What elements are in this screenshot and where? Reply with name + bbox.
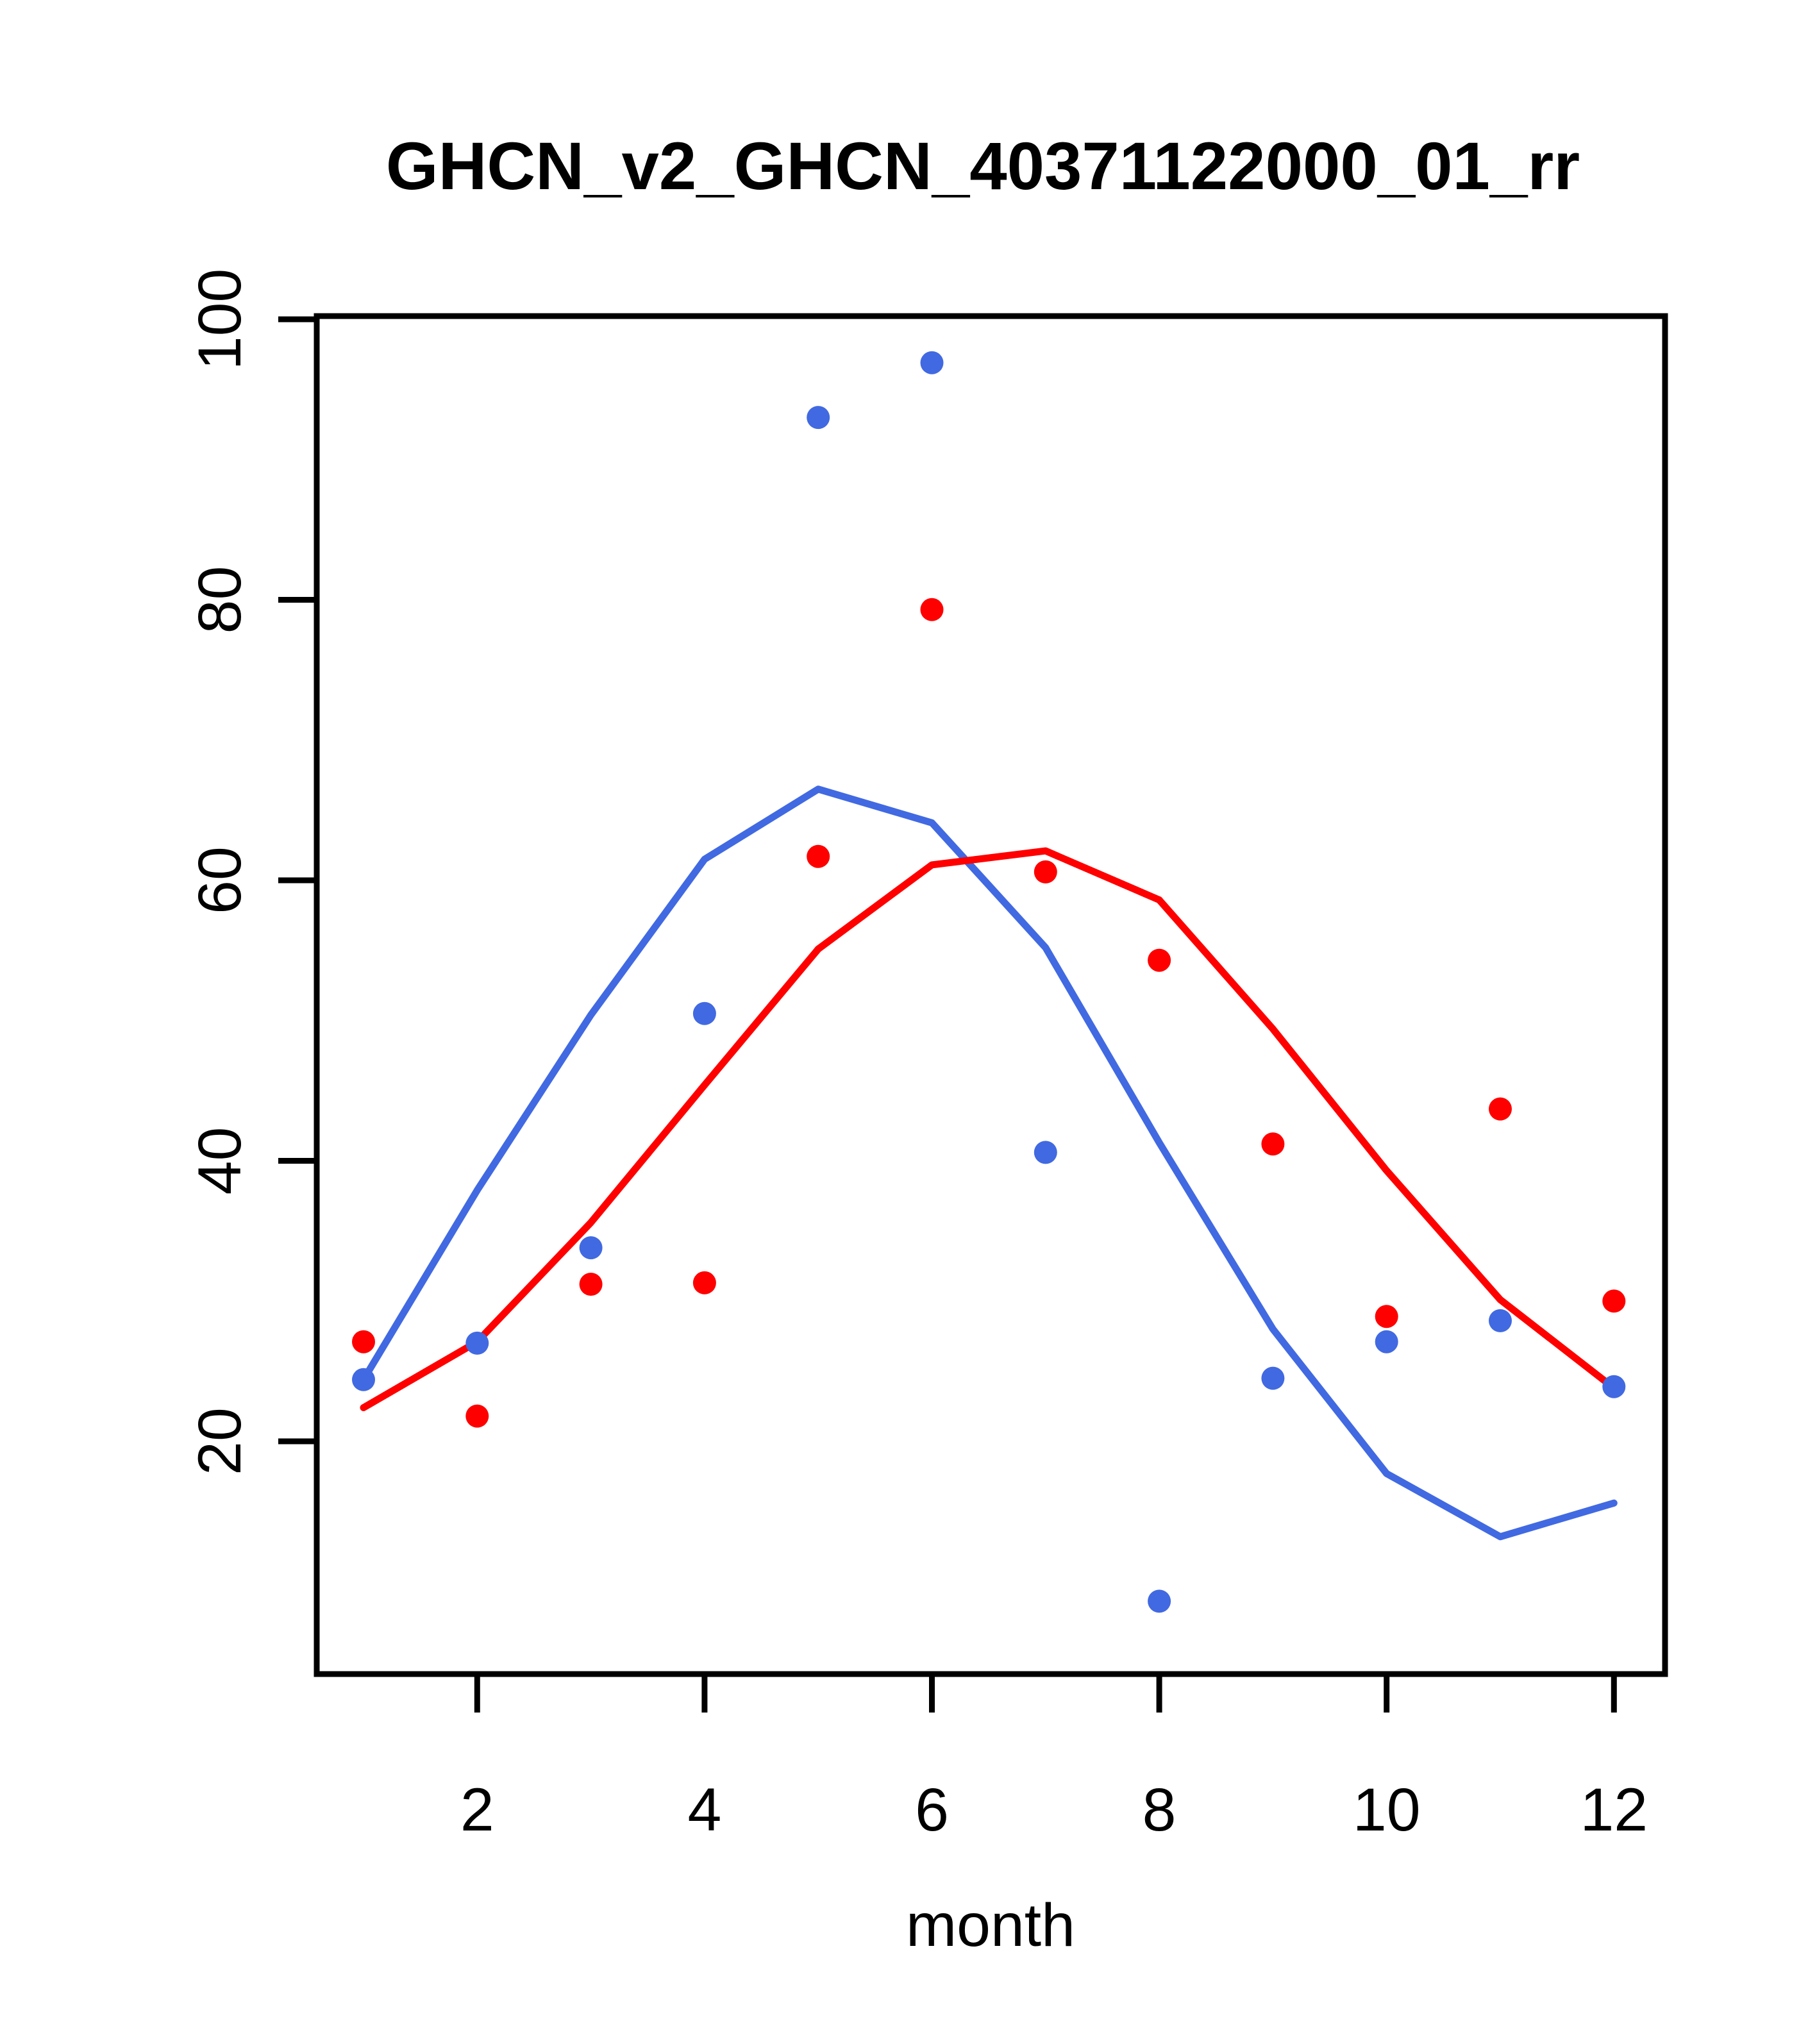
- blue-scatter-point: [807, 406, 830, 430]
- red-scatter-point: [692, 1271, 716, 1294]
- x-axis-label: month: [906, 1891, 1075, 1959]
- series-lines: [360, 785, 1618, 1541]
- blue-scatter-point: [1602, 1375, 1626, 1398]
- plot-border: [314, 313, 1668, 1677]
- x-axis-ticks: [474, 1674, 1617, 1713]
- y-tick-label: 20: [186, 1407, 254, 1475]
- series-points: [352, 351, 1626, 1613]
- y-tick-label: 60: [186, 846, 254, 914]
- red-scatter-point: [1261, 1132, 1285, 1156]
- red-scatter-point: [465, 1404, 489, 1428]
- blue-line: [360, 785, 1618, 1541]
- x-tick-label: 6: [915, 1776, 949, 1844]
- red-line: [360, 847, 1618, 1411]
- red-scatter-point: [920, 598, 944, 621]
- red-scatter-point: [1034, 860, 1057, 884]
- blue-scatter-point: [1375, 1330, 1398, 1353]
- y-tick-label: 40: [186, 1127, 254, 1195]
- blue-scatter-point: [465, 1331, 489, 1355]
- chart-title: GHCN_v2_GHCN_40371122000_01_rr: [386, 129, 1580, 204]
- blue-scatter-point: [1489, 1309, 1512, 1332]
- y-axis-tick-labels: 20 40 60 80 100: [186, 269, 254, 1475]
- red-scatter-point: [1375, 1305, 1398, 1328]
- x-tick-label: 4: [687, 1776, 721, 1844]
- blue-scatter-point: [1034, 1141, 1057, 1164]
- y-tick-label: 100: [186, 269, 254, 371]
- red-scatter-point: [1148, 948, 1171, 972]
- y-axis-ticks: [278, 316, 317, 1445]
- x-tick-label: 12: [1580, 1776, 1648, 1844]
- y-tick-label: 80: [186, 566, 254, 634]
- red-scatter-point: [807, 844, 830, 868]
- blue-scatter-point: [352, 1368, 375, 1391]
- red-scatter-point: [352, 1330, 375, 1353]
- blue-scatter-point: [1261, 1366, 1285, 1390]
- x-axis-tick-labels: 2 4 6 8 10 12: [460, 1776, 1648, 1844]
- blue-scatter-point: [692, 1001, 716, 1025]
- red-scatter-point: [1489, 1097, 1512, 1121]
- x-tick-label: 10: [1353, 1776, 1421, 1844]
- red-scatter-point: [1602, 1289, 1626, 1313]
- red-scatter-point: [579, 1273, 603, 1296]
- blue-scatter-point: [1148, 1589, 1171, 1613]
- blue-scatter-point: [579, 1236, 603, 1260]
- x-tick-label: 8: [1143, 1776, 1176, 1844]
- blue-scatter-point: [920, 351, 944, 374]
- x-tick-label: 2: [460, 1776, 494, 1844]
